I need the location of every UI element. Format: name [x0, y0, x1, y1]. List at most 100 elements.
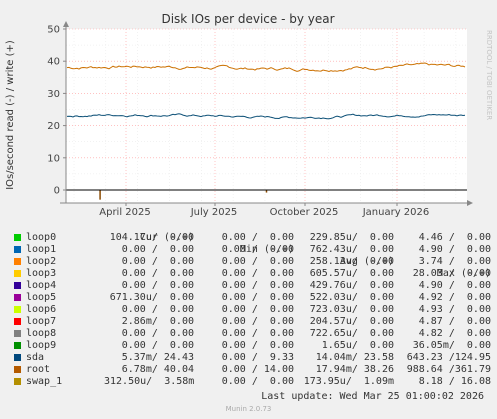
legend-min: 0.00 / 9.33: [221, 352, 294, 363]
legend-avg: 17.94m/ 38.26: [315, 364, 394, 375]
x-axis-arrow: [467, 200, 473, 206]
legend-cur: 0.00 / 0.00: [121, 328, 194, 339]
legend-cur: 6.78m/ 40.04: [121, 364, 194, 375]
legend-max: 3.74 / 0.00: [418, 256, 491, 267]
x-tick-label: January 2026: [362, 207, 430, 218]
legend-min: 0.00 / 0.00: [221, 376, 294, 387]
legend-avg: 204.57u/ 0.00: [309, 316, 394, 327]
legend-avg: 258.13u/ 0.00: [309, 256, 394, 267]
legend-max: 4.93 / 0.00: [418, 304, 491, 315]
legend-row-loop3: loop3 0.00 / 0.00 0.00 / 0.00 605.57u/ 0.00…: [14, 268, 491, 280]
legend-row-loop8: loop8 0.00 / 0.00 0.00 / 0.00 722.65u/ 0.00…: [14, 328, 491, 340]
legend-min: 0.00 / 0.00: [221, 316, 294, 327]
last-update: Last update: Wed Mar 25 01:00:02 2026: [261, 391, 484, 402]
legend-swatch: [14, 366, 21, 373]
legend-avg: 14.04m/ 23.58: [315, 352, 394, 363]
legend-swatch: [14, 246, 21, 253]
legend-row-swap_1: swap_1 312.50u/ 3.58m 0.00 / 0.00 173.95u/ …: [14, 376, 491, 388]
legend-swatch: [14, 282, 21, 289]
legend-avg: 762.43u/ 0.00: [309, 244, 394, 255]
legend-min: 0.00 / 0.00: [221, 328, 294, 339]
legend-min: 0.00 / 0.00: [221, 268, 294, 279]
legend-swatch: [14, 318, 21, 325]
chart-title: Disk IOs per device - by year: [161, 12, 334, 26]
legend-row-root: root 6.78m/ 40.04 0.00 / 14.00 17.94m/ 38.2…: [14, 364, 491, 376]
series-line-root: [66, 62, 466, 73]
legend-min: 0.00 / 0.00: [221, 232, 294, 243]
legend-row-sda: sda 5.37m/ 24.43 0.00 / 9.33 14.04m/ 23.58 6…: [14, 352, 491, 364]
legend-cur: 0.00 / 0.00: [121, 340, 194, 351]
rrdtool-credit: RRDTOOL / TOBI OETIKER: [485, 30, 493, 121]
legend-row-loop0: loop0 104.17u/ 0.00 0.00 / 0.00 229.85u/ 0.…: [14, 232, 491, 244]
legend-name: sda: [26, 352, 45, 363]
y-tick-label: 50: [47, 25, 60, 36]
legend-min: 0.00 / 0.00: [221, 244, 294, 255]
x-tick-label: October 2025: [270, 207, 339, 218]
legend-swatch: [14, 330, 21, 337]
legend-min: 0.00 / 0.00: [221, 340, 294, 351]
legend-swatch: [14, 270, 21, 277]
legend-max: 988.64 /361.79: [406, 364, 491, 375]
legend-swatch: [14, 234, 21, 241]
legend-rows: loop0 104.17u/ 0.00 0.00 / 0.00 229.85u/ 0.…: [14, 232, 491, 388]
legend-name: loop1: [26, 244, 57, 255]
legend-row-loop4: loop4 0.00 / 0.00 0.00 / 0.00 429.76u/ 0.00…: [14, 280, 491, 292]
legend-swatch: [14, 306, 21, 313]
header-min: Min (-/+): [239, 244, 294, 255]
legend-max: 36.05m/ 0.00: [412, 340, 491, 351]
legend-name: loop8: [26, 328, 57, 339]
x-tick-label: April 2025: [99, 207, 150, 218]
legend-max: 4.82 / 0.00: [418, 328, 491, 339]
legend-max: 4.90 / 0.00: [418, 280, 491, 291]
legend-max: 4.90 / 0.00: [418, 244, 491, 255]
y-axis-label: IOs/second read (-) / write (+): [5, 40, 16, 190]
legend-row-loop1: loop1 0.00 / 0.00 0.00 / 0.00 762.43u/ 0.00…: [14, 244, 491, 256]
legend-name: loop9: [26, 340, 57, 351]
munin-version: Munin 2.0.73: [225, 405, 272, 413]
y-tick-label: 0: [54, 186, 60, 197]
legend-cur: 104.17u/ 0.00: [109, 232, 194, 243]
legend-avg: 723.03u/ 0.00: [309, 304, 394, 315]
legend-avg: 1.65u/ 0.00: [321, 340, 394, 351]
legend-cur: 0.00 / 0.00: [121, 268, 194, 279]
legend-min: 0.00 / 0.00: [221, 280, 294, 291]
legend-name: root: [26, 364, 51, 375]
legend-name: loop2: [26, 256, 57, 267]
legend-swatch: [14, 258, 21, 265]
legend-swatch: [14, 294, 21, 301]
legend-name: loop6: [26, 304, 57, 315]
series-layer: [66, 62, 466, 200]
legend-avg: 173.95u/ 1.09m: [303, 376, 394, 387]
legend-avg: 429.76u/ 0.00: [309, 280, 394, 291]
legend-cur: 0.00 / 0.00: [121, 256, 194, 267]
header-avg: Avg (-/+): [339, 256, 394, 267]
legend-cur: 0.00 / 0.00: [121, 244, 194, 255]
legend-row-loop2: loop2 0.00 / 0.00 0.00 / 0.00 258.13u/ 0.00…: [14, 256, 491, 268]
legend-cur: 5.37m/ 24.43: [121, 352, 194, 363]
x-tick-label: July 2025: [190, 207, 238, 218]
legend-min: 0.00 / 0.00: [221, 304, 294, 315]
legend: Cur (-/+) Min (-/+) Avg (-/+) Max (-/+) …: [14, 220, 491, 388]
legend-avg: 522.03u/ 0.00: [309, 292, 394, 303]
tick-layer: 0 10 20 30 40 50 April 2025 July 2025 October 20…: [47, 25, 429, 219]
legend-min: 0.00 / 0.00: [221, 292, 294, 303]
legend-row-loop5: loop5 671.30u/ 0.00 0.00 / 0.00 522.03u/ 0.…: [14, 292, 491, 304]
legend-header-row: Cur (-/+) Min (-/+) Avg (-/+) Max (-/+): [14, 220, 491, 279]
legend-max: 4.92 / 0.00: [418, 292, 491, 303]
legend-max: 28.03 / 0.00: [412, 268, 491, 279]
legend-name: loop0: [26, 232, 57, 243]
legend-cur: 671.30u/ 0.00: [109, 292, 194, 303]
legend-name: loop5: [26, 292, 57, 303]
legend-avg: 229.85u/ 0.00: [309, 232, 394, 243]
legend-max: 643.23 /124.95: [406, 352, 491, 363]
y-axis-arrow: [63, 21, 69, 27]
legend-cur: 312.50u/ 3.58m: [104, 376, 195, 387]
legend-max: 4.87 / 0.00: [418, 316, 491, 327]
legend-swatch: [14, 342, 21, 349]
y-tick-label: 10: [47, 153, 60, 164]
legend-min: 0.00 / 0.00: [221, 256, 294, 267]
legend-cur: 0.00 / 0.00: [121, 304, 194, 315]
header-max: Max (-/+): [436, 268, 491, 279]
y-tick-label: 20: [47, 121, 60, 132]
legend-avg: 722.65u/ 0.00: [309, 328, 394, 339]
